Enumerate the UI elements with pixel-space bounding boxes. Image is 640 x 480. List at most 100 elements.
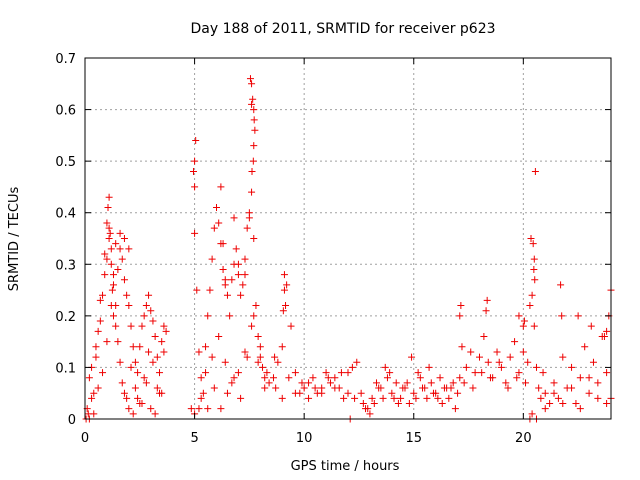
data-point <box>241 255 249 263</box>
data-point <box>557 281 565 289</box>
data-point <box>252 302 260 310</box>
data-point <box>103 219 111 227</box>
data-point <box>120 389 128 397</box>
data-point <box>585 389 593 397</box>
data-point <box>226 312 234 320</box>
data-point <box>202 369 210 377</box>
y-tick-label: 0.6 <box>55 104 76 119</box>
data-point <box>550 379 558 387</box>
data-point <box>109 281 117 289</box>
data-point <box>249 95 257 103</box>
data-point <box>191 229 199 237</box>
data-point <box>388 389 396 397</box>
data-point <box>191 157 199 165</box>
data-point <box>484 358 492 366</box>
data-point <box>153 353 161 361</box>
data-point <box>105 235 113 242</box>
data-point <box>421 384 429 392</box>
data-point <box>271 353 279 361</box>
data-point <box>221 358 229 366</box>
data-point <box>195 405 203 413</box>
data-point <box>318 389 326 397</box>
y-tick-label: 0.4 <box>55 207 76 222</box>
data-point <box>559 353 567 361</box>
data-point <box>84 410 92 418</box>
data-point <box>515 312 523 320</box>
data-point <box>457 302 465 310</box>
data-point <box>256 343 264 351</box>
data-point <box>94 384 102 392</box>
y-tick-label: 0.1 <box>55 361 76 376</box>
data-point <box>282 302 290 310</box>
data-point <box>265 379 273 387</box>
data-point <box>285 374 293 382</box>
x-axis-label: GPS time / hours <box>291 459 400 474</box>
data-point <box>103 255 111 263</box>
data-point <box>103 338 111 346</box>
data-point <box>309 374 317 382</box>
data-point <box>109 312 117 320</box>
data-point <box>480 332 488 340</box>
data-point <box>527 235 535 242</box>
data-point <box>377 384 385 392</box>
x-tick-label: 15 <box>405 431 422 446</box>
data-point <box>109 271 117 279</box>
data-point <box>458 343 466 351</box>
data-point <box>581 343 589 351</box>
data-point <box>331 384 339 392</box>
data-point <box>467 348 475 356</box>
data-point <box>368 394 376 402</box>
data-point <box>541 389 549 397</box>
data-point <box>576 374 584 382</box>
data-point <box>101 271 109 279</box>
data-point <box>324 374 332 382</box>
data-point <box>550 389 558 397</box>
data-points <box>82 75 615 423</box>
data-point <box>515 369 523 377</box>
data-point <box>539 369 547 377</box>
data-point <box>105 193 113 201</box>
data-point <box>134 369 142 377</box>
data-point <box>331 374 339 382</box>
data-point <box>187 405 195 413</box>
data-point <box>357 389 365 397</box>
data-point <box>305 379 313 387</box>
data-point <box>261 374 269 382</box>
data-point <box>140 312 148 320</box>
data-point <box>519 348 527 356</box>
data-point <box>340 394 348 402</box>
data-point <box>478 369 486 377</box>
data-point <box>572 400 580 408</box>
data-point <box>249 157 257 165</box>
data-point <box>142 302 150 310</box>
data-point <box>237 291 245 299</box>
data-point <box>403 379 411 387</box>
y-tick-label: 0.5 <box>55 155 76 170</box>
data-point <box>408 353 416 361</box>
data-point <box>524 358 532 366</box>
data-point <box>217 405 225 413</box>
data-point <box>471 369 479 377</box>
data-point <box>476 353 483 361</box>
data-point <box>460 379 468 387</box>
data-point <box>370 400 378 408</box>
data-point <box>425 363 433 371</box>
data-point <box>250 106 258 114</box>
data-point <box>594 394 602 402</box>
data-point <box>106 229 114 237</box>
data-point <box>217 183 225 191</box>
data-point <box>234 271 242 279</box>
data-point <box>410 389 418 397</box>
data-point <box>337 369 345 377</box>
data-point <box>94 327 102 335</box>
data-point <box>136 343 144 351</box>
data-point <box>206 286 214 294</box>
data-point <box>215 332 223 340</box>
data-point <box>250 235 258 242</box>
data-point <box>348 363 356 371</box>
data-point <box>248 100 256 108</box>
data-point <box>254 358 262 366</box>
data-point <box>520 317 528 325</box>
data-point <box>138 322 146 330</box>
axis-ticks <box>84 57 611 420</box>
